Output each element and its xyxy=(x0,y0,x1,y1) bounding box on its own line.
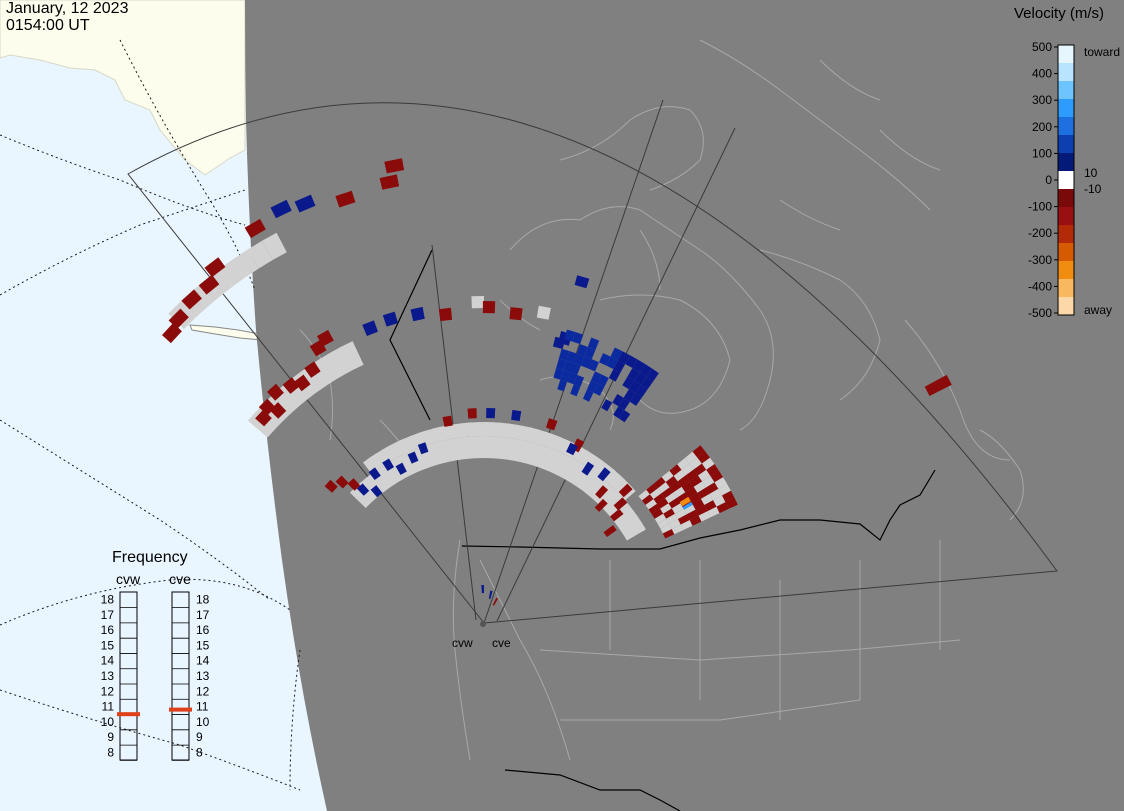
colorbar-swatch xyxy=(1058,81,1074,100)
colorbar-tick-label: 300 xyxy=(1032,93,1052,107)
frequency-tick-label: 11 xyxy=(102,700,115,714)
scatter-cell xyxy=(439,308,452,321)
frequency-marker xyxy=(117,712,140,716)
frequency-tick-label: 18 xyxy=(101,593,115,607)
colorbar-tick-label: -500 xyxy=(1028,306,1052,320)
frequency-tick-label: 18 xyxy=(196,593,210,607)
colorbar-swatch xyxy=(1058,117,1074,136)
cve-site-label: cve xyxy=(492,636,511,650)
colorbar-side-label: -10 xyxy=(1084,182,1102,196)
frequency-tick-label: 16 xyxy=(101,623,115,637)
scatter-cell xyxy=(485,436,493,458)
colorbar-swatch xyxy=(1058,135,1074,154)
colorbar-side-label: toward xyxy=(1084,45,1120,59)
cvw-site-label: cvw xyxy=(452,636,473,650)
scatter-cell xyxy=(493,422,502,437)
frequency-tick-label: 13 xyxy=(196,669,210,683)
colorbar-swatch xyxy=(1058,171,1074,190)
frequency-tick-label: 12 xyxy=(101,684,115,698)
colorbar-swatch xyxy=(1058,261,1074,280)
frequency-tick-label: 13 xyxy=(101,669,115,683)
scatter-cell xyxy=(478,422,486,436)
colorbar-swatch xyxy=(1058,297,1074,316)
frequency-tick-label: 11 xyxy=(196,700,209,714)
colorbar-swatch xyxy=(1058,63,1074,82)
scatter-cell xyxy=(486,408,495,418)
frequency-tick-label: 14 xyxy=(196,654,210,668)
colorbar-swatch xyxy=(1058,207,1074,226)
colorbar-swatch xyxy=(1058,225,1074,244)
frequency-radar-label: cve xyxy=(169,571,191,587)
colorbar-swatch xyxy=(1058,45,1074,64)
frequency-title: Frequency xyxy=(112,549,188,567)
frequency-tick-label: 8 xyxy=(196,745,203,759)
colorbar-tick-label: -100 xyxy=(1028,200,1052,214)
colorbar-tick-label: 200 xyxy=(1032,120,1052,134)
frequency-tick-label: 12 xyxy=(196,684,210,698)
colorbar-side-label: 10 xyxy=(1084,166,1098,180)
scatter-cell xyxy=(468,408,477,419)
colorbar-tick-label: -200 xyxy=(1028,226,1052,240)
frequency-radar-label: cvw xyxy=(116,571,141,587)
colorbar-swatch xyxy=(1058,279,1074,298)
frequency-tick-label: 14 xyxy=(101,654,115,668)
frequency-tick-label: 15 xyxy=(196,638,210,652)
timestamp: January, 12 2023 0154:00 UT xyxy=(6,0,128,34)
time-label: 0154:00 UT xyxy=(6,17,128,34)
colorbar-tick-label: 0 xyxy=(1045,173,1052,187)
scatter-cell xyxy=(471,296,484,308)
frequency-tick-label: 8 xyxy=(107,745,114,759)
frequency-tick-label: 17 xyxy=(196,608,210,622)
colorbar-swatch xyxy=(1058,243,1074,262)
scatter-cell xyxy=(537,306,551,320)
scatter-cell xyxy=(510,307,523,320)
colorbar-swatch xyxy=(1058,189,1074,208)
velocity-legend-title: Velocity (m/s) xyxy=(1014,5,1104,22)
frequency-tick-label: 17 xyxy=(101,608,115,622)
frequency-tick-label: 10 xyxy=(196,715,210,729)
frequency-tick-label: 16 xyxy=(196,623,210,637)
colorbar-tick-label: 500 xyxy=(1032,40,1052,54)
frequency-tick-label: 15 xyxy=(101,638,115,652)
colorbar-tick-label: -300 xyxy=(1028,253,1052,267)
cvw-radar-site xyxy=(480,621,486,627)
colorbar-tick-label: 100 xyxy=(1032,146,1052,160)
colorbar-tick-label: -400 xyxy=(1028,279,1052,293)
date-label: January, 12 2023 xyxy=(6,0,128,17)
scatter-cell xyxy=(483,301,495,313)
colorbar-tick-label: 400 xyxy=(1032,67,1052,81)
frequency-tick-label: 9 xyxy=(196,730,203,744)
scatter-cell xyxy=(485,422,494,436)
night-region xyxy=(245,0,1124,811)
colorbar-swatch xyxy=(1058,99,1074,118)
frequency-tick-label: 9 xyxy=(107,730,114,744)
colorbar-side-label: away xyxy=(1084,303,1112,317)
frequency-tick-label: 10 xyxy=(101,715,115,729)
scatter-cell xyxy=(511,410,521,421)
colorbar-swatch xyxy=(1058,153,1074,172)
frequency-marker xyxy=(169,708,192,712)
